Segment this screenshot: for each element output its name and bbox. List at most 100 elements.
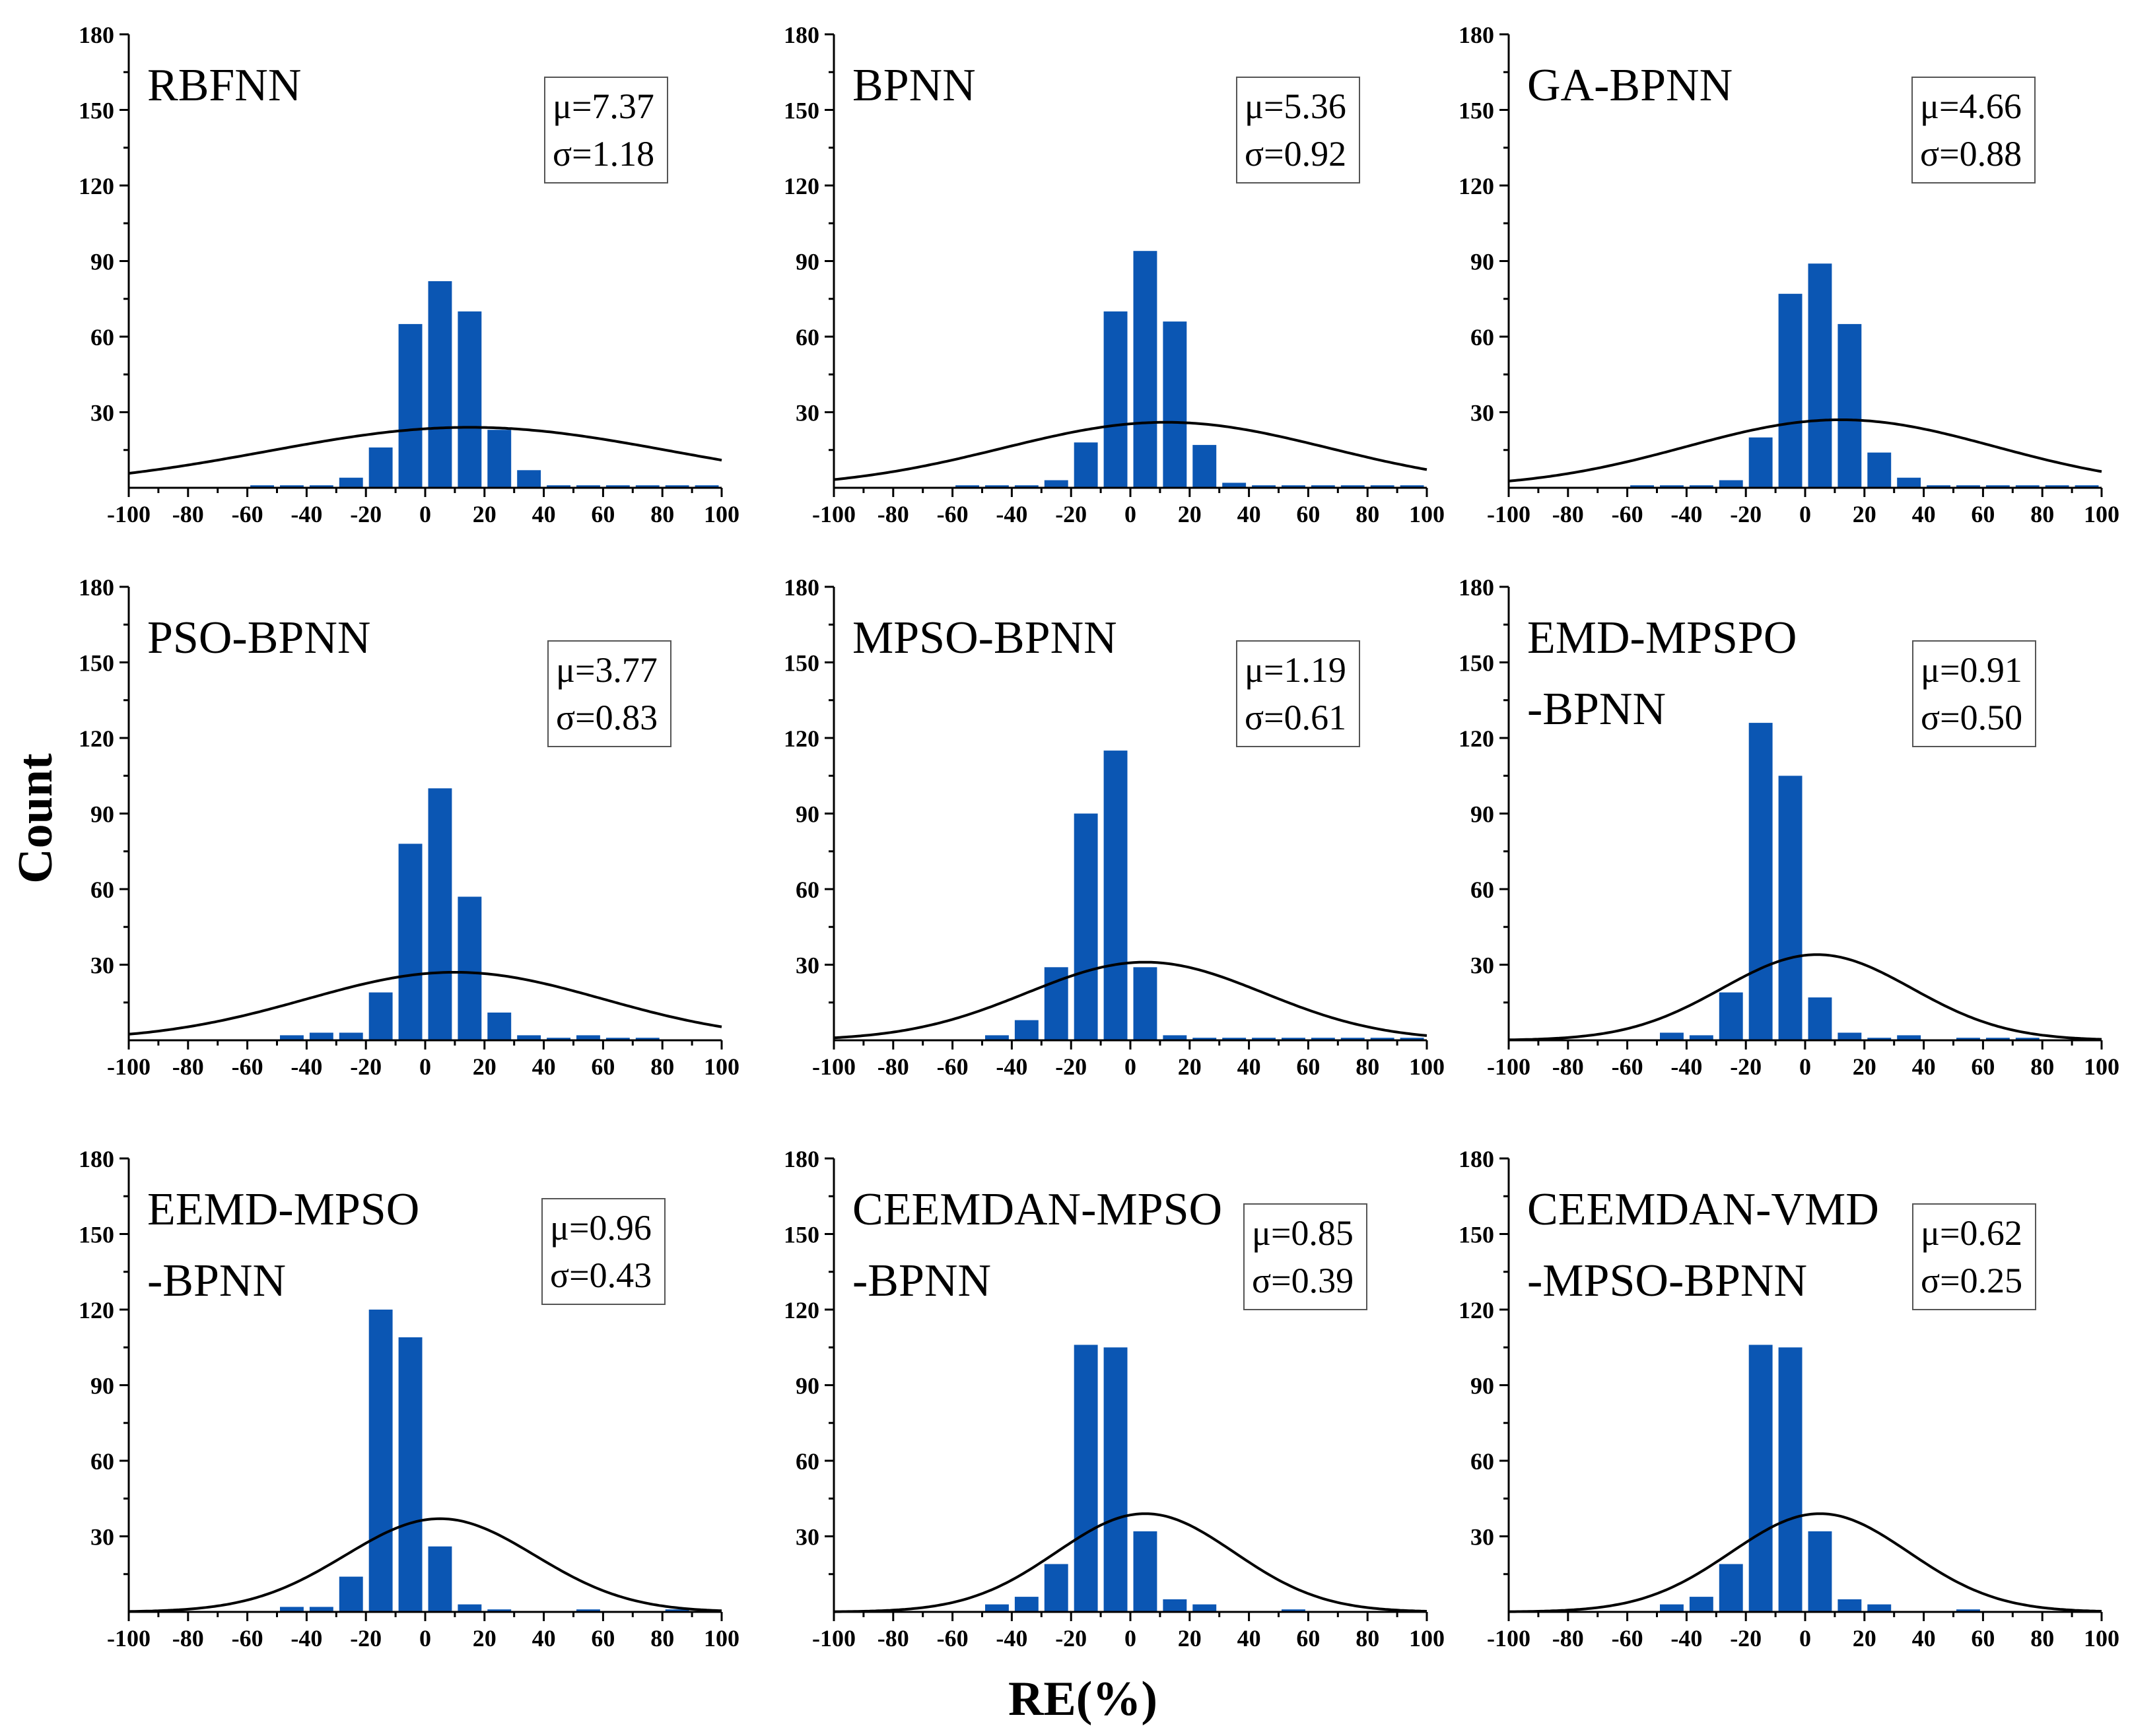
histogram-bar [398,844,423,1040]
x-tick-label: 0 [419,501,431,527]
histogram-bar [1340,1038,1365,1040]
x-tick-label: 80 [1356,1053,1379,1080]
histogram-bar [339,1032,363,1040]
x-tick-label: 40 [532,1625,556,1652]
y-tick-label: 150 [784,650,819,677]
y-tick-label: 30 [90,400,114,426]
panel-title: MPSO-BPNN [852,613,1117,663]
y-tick-label: 150 [79,1222,114,1248]
x-tick-label: 100 [2084,1625,2119,1652]
y-tick-label: 30 [90,1524,114,1551]
y-tick-label: 90 [90,801,114,828]
histogram-bar [368,992,393,1040]
x-tick-label: 20 [473,1625,497,1652]
stats-sd: σ=0.43 [550,1255,652,1295]
histogram-bar [280,1035,304,1040]
stats-mean: μ=0.91 [1921,650,2022,690]
histogram-panel: -100 -80 -60 -40 -20 0 20 40 60 80 100 30 60 90 120 150… [784,1146,1445,1652]
stats-box [547,640,671,747]
x-tick-label: 60 [1296,1053,1320,1080]
histogram-bar [1719,480,1743,488]
histogram-bar [1897,1035,1921,1040]
x-tick-label: -80 [877,501,909,527]
histogram-bar [398,323,423,488]
x-tick-label: -80 [1552,501,1584,527]
histogram-bar [1956,1038,1980,1040]
x-tick-label: -40 [996,1625,1027,1652]
x-tick-label: 100 [1409,1053,1445,1080]
x-tick-label: -60 [937,1625,969,1652]
x-tick-label: -20 [350,501,382,527]
histogram-panel: -100 -80 -60 -40 -20 0 20 40 60 80 100 30 60 90 120 150… [784,22,1445,527]
stats-mean: μ=0.85 [1252,1213,1354,1253]
x-tick-label: -40 [1670,1053,1702,1080]
x-tick-label: 20 [473,501,497,527]
x-tick-label: -100 [107,1053,151,1080]
x-tick-label: -60 [232,1625,263,1652]
panel-title: EMD-MPSPO [1527,613,1797,663]
x-tick-label: -100 [1487,1625,1530,1652]
histogram-bar [1400,1038,1424,1040]
x-tick-label: -20 [1055,501,1087,527]
histogram-bar [1222,1038,1247,1040]
normal-fit-curve [128,971,722,1036]
stats-box [1236,640,1360,747]
histogram-bar [368,1310,393,1612]
histogram-panel: -100 -80 -60 -40 -20 0 20 40 60 80 100 30 60 90 120 150… [1459,22,2119,527]
histogram-bar [1689,1597,1713,1612]
stats-box [1911,77,2036,184]
x-tick-label: -60 [937,501,969,527]
histogram-bar [1252,485,1276,488]
x-tick-label: 60 [1971,1053,1995,1080]
x-tick-label: 40 [1912,501,1936,527]
histogram-bar [1867,1604,1892,1612]
x-tick-label: 40 [1912,1053,1936,1080]
x-tick-label: 100 [704,1625,739,1652]
histogram-bar [2015,1038,2040,1040]
panel-title: RBFNN [147,60,301,111]
y-tick-label: 180 [1459,1146,1494,1172]
histogram-bar [368,447,393,488]
stats-mean: μ=0.62 [1921,1213,2022,1253]
x-tick-label: 80 [650,1053,674,1080]
y-tick-label: 30 [1470,1524,1494,1551]
panel-title: BPNN [852,60,976,111]
x-tick-label: 100 [1409,1625,1445,1652]
y-tick-label: 90 [1470,249,1494,275]
x-tick-label: -100 [1487,501,1530,527]
x-tick-label: -20 [350,1625,382,1652]
y-tick-label: 90 [796,801,819,828]
y-tick-label: 150 [1459,650,1494,677]
x-tick-label: 20 [473,1053,497,1080]
histogram-bar [458,1604,482,1612]
x-tick-label: 20 [1853,501,1876,527]
x-tick-label: 100 [704,1053,739,1080]
x-tick-label: -80 [1552,1053,1584,1080]
x-tick-label: 0 [1124,1625,1136,1652]
x-tick-label: -40 [1670,501,1702,527]
stats-mean: μ=3.77 [556,650,658,690]
histogram-bar [2015,485,2040,488]
x-tick-label: 0 [1124,1053,1136,1080]
histogram-bar [1927,485,1950,488]
x-tick-label: 80 [2030,501,2054,527]
histogram-bar [576,1035,600,1040]
histogram-bar [1282,485,1305,488]
histogram-bar [1074,813,1098,1040]
x-tick-label: -40 [996,1053,1027,1080]
histogram-bar [487,430,512,488]
normal-fit-curve [1509,953,2102,1042]
x-tick-label: 80 [1356,501,1379,527]
x-tick-label: -80 [877,1053,909,1080]
histogram-bar [1778,776,1803,1041]
x-tick-label: 20 [1178,1625,1202,1652]
x-tick-label: -80 [877,1625,909,1652]
histogram-bar [1192,1038,1217,1040]
histogram-bar [309,485,333,488]
histogram-bar [1897,477,1921,488]
histogram-bar [985,1604,1009,1612]
y-tick-label: 150 [784,1222,819,1248]
histogram-bar [547,485,570,488]
x-tick-label: 20 [1178,1053,1202,1080]
